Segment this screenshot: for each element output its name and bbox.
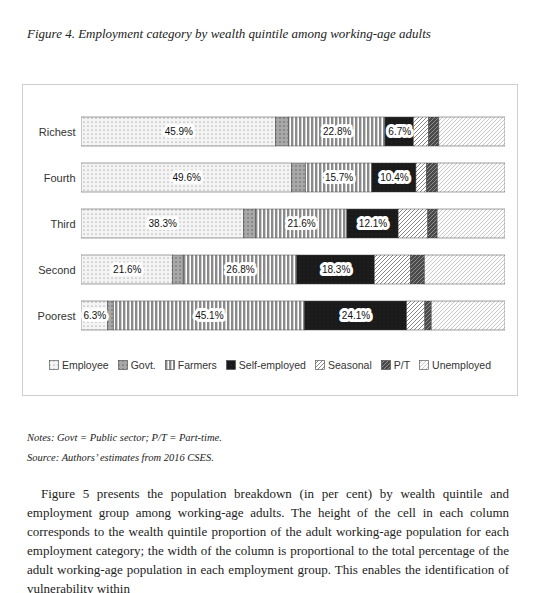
html-text:Source: Authors’ estimates fro: Source: Authors’ estimates from 2016 CSE… <box>27 452 214 463</box>
svg-text:24.1%: 24.1% <box>342 310 370 321</box>
svg-text:Poorest: Poorest <box>38 310 76 322</box>
svg-text:21.6%: 21.6% <box>113 264 141 275</box>
svg-text:38.3%: 38.3% <box>149 218 177 229</box>
html-text:Seasonal: Seasonal <box>328 359 372 371</box>
svg-text:26.8%: 26.8% <box>226 264 254 275</box>
svg-text:Richest: Richest <box>39 126 76 138</box>
svg-text:Second: Second <box>38 264 75 276</box>
html-text:Self-employed: Self-employed <box>238 359 306 371</box>
html-text:Unemployed: Unemployed <box>432 359 491 371</box>
svg-text:45.9%: 45.9% <box>165 126 193 137</box>
html-text:Govt.: Govt. <box>130 359 156 371</box>
svg-text:12.1%: 12.1% <box>359 218 387 229</box>
svg-text:21.6%: 21.6% <box>287 218 315 229</box>
svg-text:Fourth: Fourth <box>44 172 76 184</box>
svg-text:18.3%: 18.3% <box>322 264 350 275</box>
html-text:Notes: Govt = Public sector; P: Notes: Govt = Public sector; P/T = Part-… <box>27 432 222 443</box>
svg-text:45.1%: 45.1% <box>195 310 223 321</box>
html-text:Farmers: Farmers <box>177 359 217 371</box>
html-text:P/T: P/T <box>393 359 411 371</box>
svg-text:49.6%: 49.6% <box>172 172 200 183</box>
html-text:Figure 4. Employment category: Figure 4. Employment category by wealth … <box>27 26 431 41</box>
svg-text:15.7%: 15.7% <box>325 172 353 183</box>
svg-text:22.8%: 22.8% <box>323 126 351 137</box>
html-text:Employee: Employee <box>61 359 109 371</box>
svg-text:10.4%: 10.4% <box>380 172 408 183</box>
svg-text:6.7%: 6.7% <box>388 126 411 137</box>
svg-text:Third: Third <box>50 218 75 230</box>
svg-text:6.3%: 6.3% <box>83 310 106 321</box>
